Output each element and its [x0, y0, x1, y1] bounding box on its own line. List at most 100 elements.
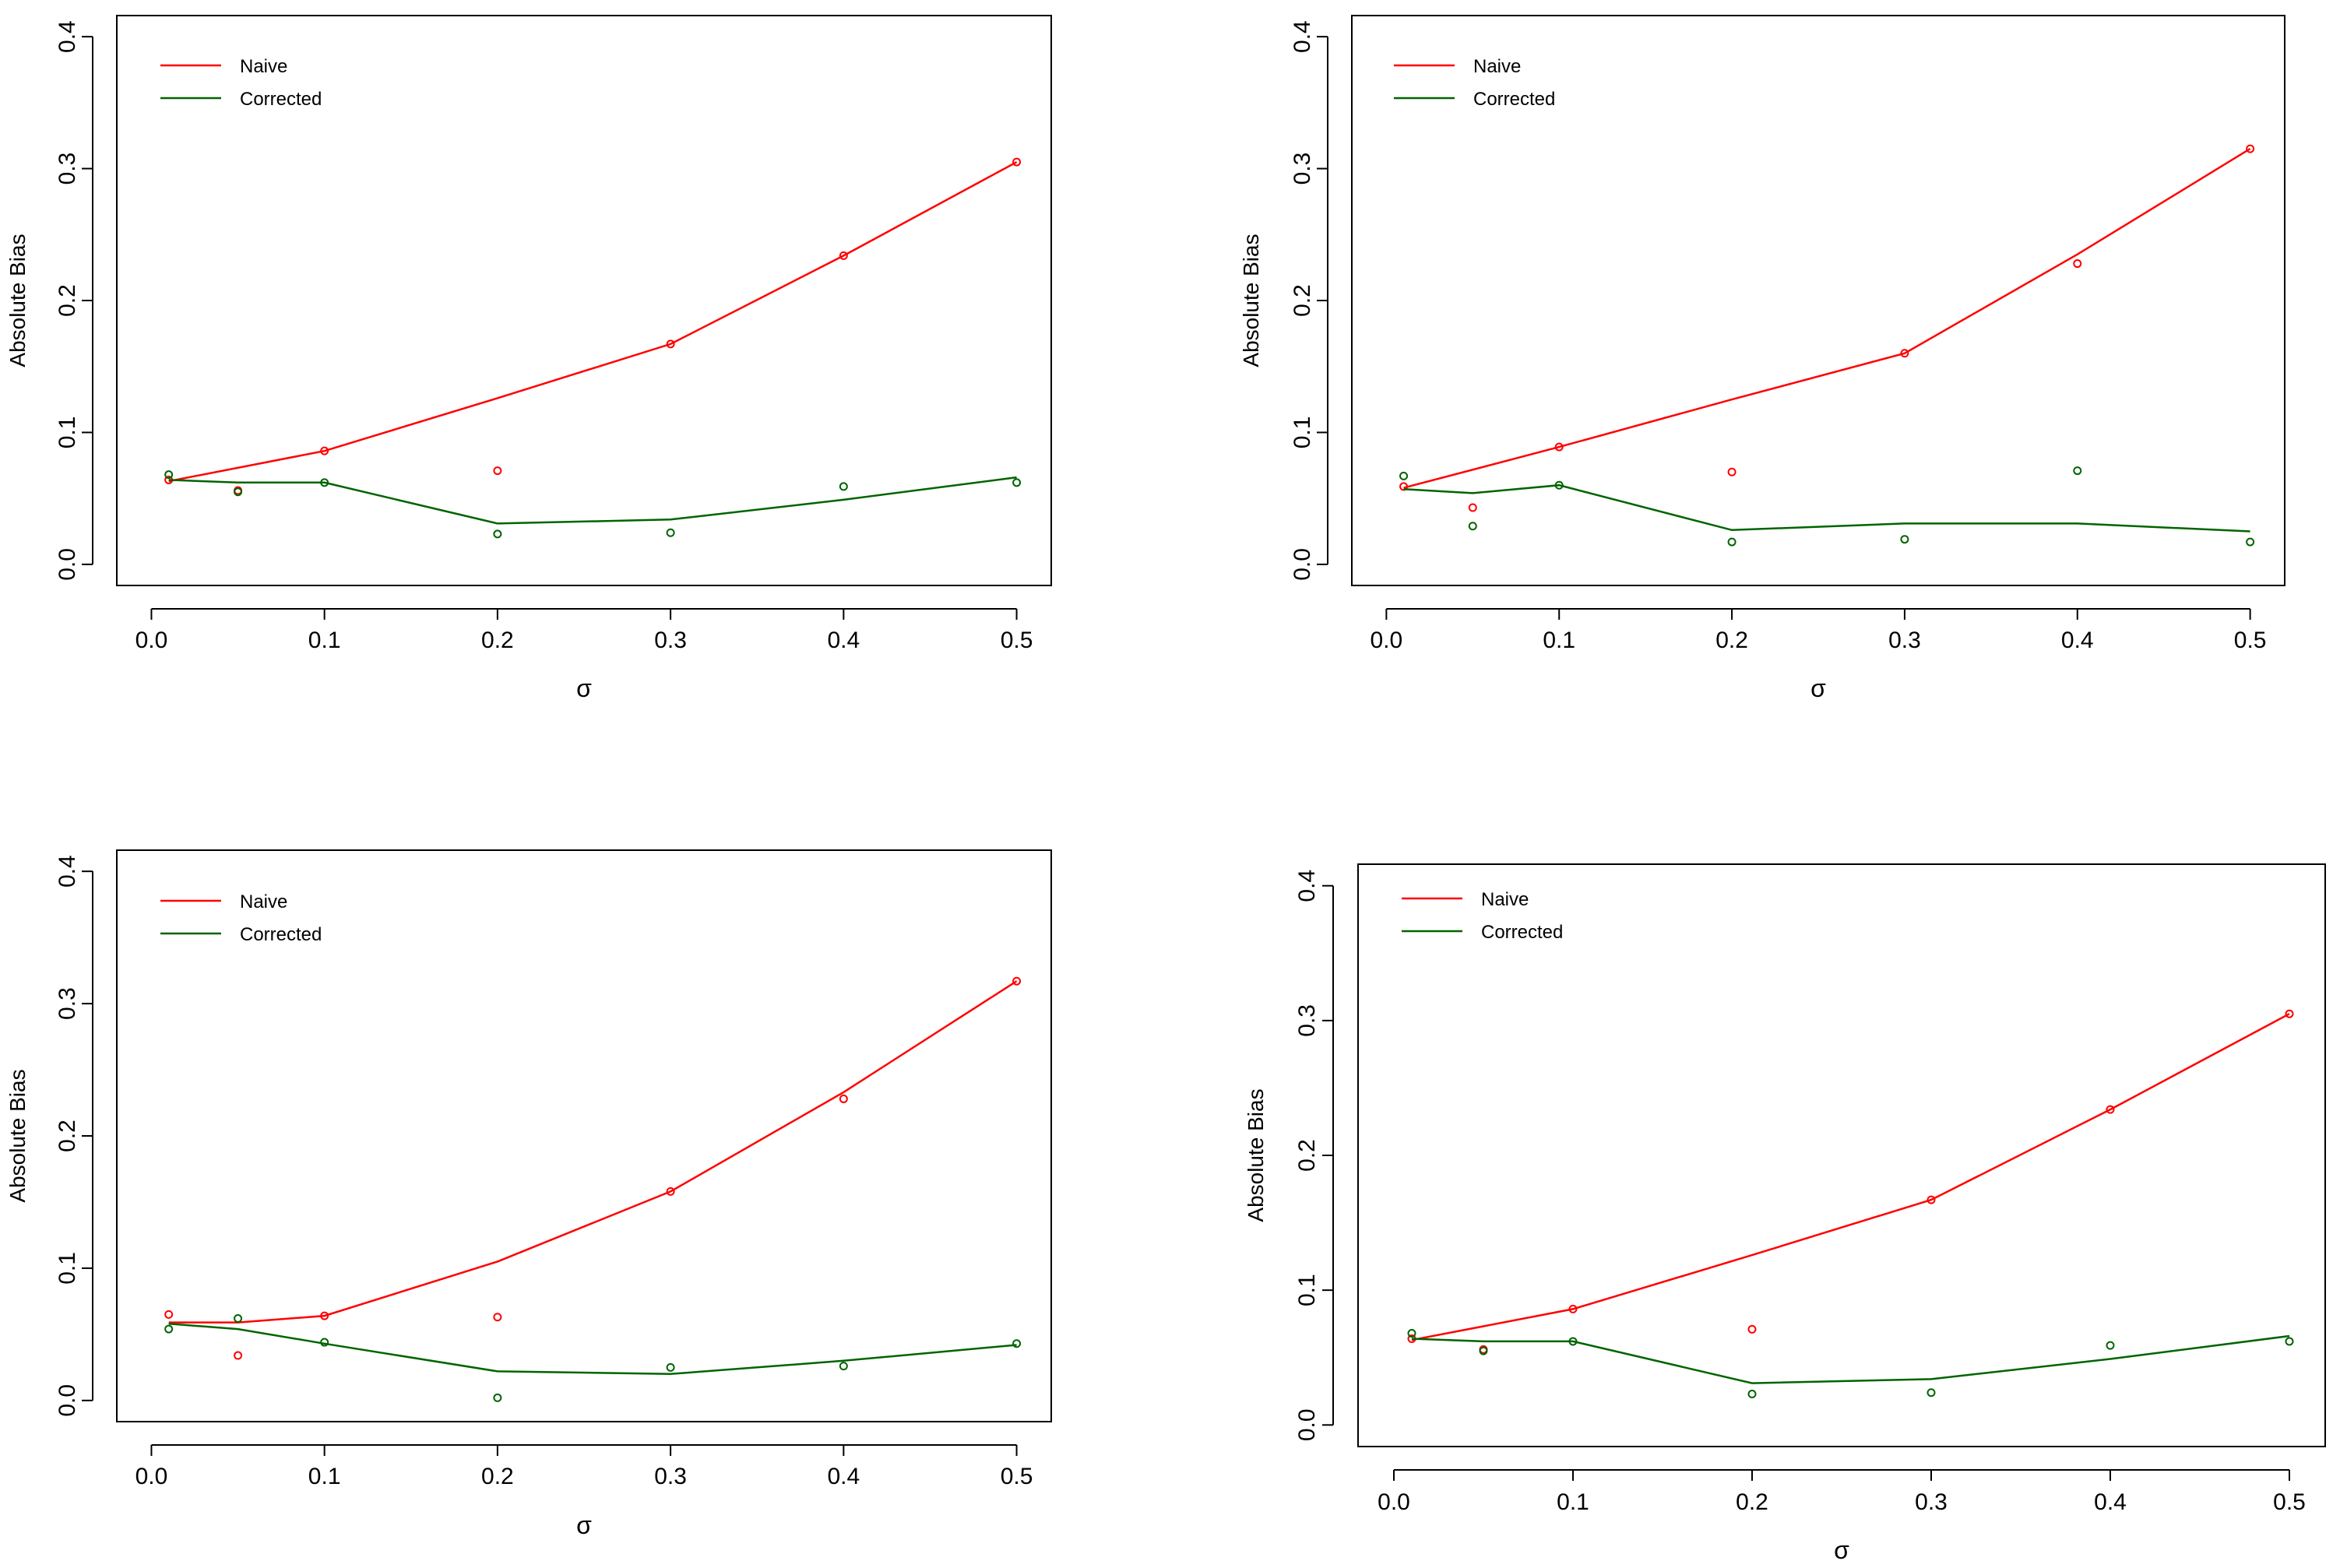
x-tick-label: 0.5: [2273, 1489, 2306, 1515]
x-tick-label: 0.3: [654, 628, 687, 653]
data-point-naive: [1747, 1324, 1757, 1334]
data-point-corrected: [839, 1362, 848, 1371]
y-tick-label: 0.2: [1290, 284, 1315, 317]
data-point-naive: [1554, 442, 1564, 452]
data-point-naive: [234, 1351, 243, 1360]
data-point-naive: [839, 251, 848, 260]
y-tick-label: 0.1: [1290, 417, 1315, 449]
legend-label-corrected: Corrected: [1473, 89, 1555, 110]
chart-panel-2: 0.0 0.1 0.2 0.3 0.4 0.5 σ 0.0 0.1 0.2 0.3 0.4 Absolu…: [1239, 15, 2285, 702]
data-point-naive: [320, 446, 329, 455]
y-tick-label: 0.2: [55, 284, 80, 317]
data-point-naive: [666, 339, 675, 349]
data-point-corrected: [1747, 1389, 1757, 1398]
data-point-corrected: [1012, 478, 1022, 487]
data-point-corrected: [320, 478, 329, 487]
data-point-naive: [2073, 259, 2082, 269]
series-line-naive: [1403, 148, 2251, 489]
y-tick-label: 0.4: [1290, 20, 1315, 53]
chart-panel-1: 0.0 0.1 0.2 0.3 0.4 0.5 σ 0.0 0.1 0.2 0.3 0.4 Absolu…: [5, 15, 1052, 702]
data-point-naive: [839, 1094, 848, 1103]
x-tick-label: 0.5: [2234, 628, 2267, 653]
series-line-corrected: [168, 476, 1017, 525]
x-tick-label: 0.0: [135, 628, 168, 653]
data-point-naive: [2106, 1105, 2115, 1114]
y-tick-label: 0.3: [55, 153, 80, 185]
plot-frame: [1357, 863, 2326, 1447]
legend-label-corrected: Corrected: [240, 89, 322, 110]
x-tick-label: 0.5: [1001, 1464, 1033, 1489]
y-tick-label: 0.3: [1294, 1004, 1320, 1037]
y-tick-label: 0.4: [55, 855, 80, 888]
data-point-naive: [2246, 144, 2255, 153]
data-point-corrected: [2285, 1337, 2294, 1346]
series-line-corrected: [1411, 1334, 2290, 1384]
x-tick-label: 0.2: [481, 628, 514, 653]
legend-label-naive: Naive: [240, 891, 287, 912]
x-tick-label: 0.4: [2061, 628, 2094, 653]
y-tick-label: 0.4: [1294, 870, 1320, 902]
data-point-corrected: [320, 1338, 329, 1347]
x-tick-label: 0.3: [1888, 628, 1921, 653]
data-point-corrected: [2246, 537, 2255, 547]
y-axis-label: Absolute Bias: [5, 234, 30, 367]
data-point-corrected: [839, 482, 848, 491]
y-axis-label: Absolute Bias: [1244, 1088, 1268, 1222]
chart-panel-3: 0.0 0.1 0.2 0.3 0.4 0.5 σ 0.0 0.1 0.2 0.3 0.4 Absolu…: [5, 849, 1052, 1539]
data-point-naive: [1568, 1304, 1578, 1313]
y-tick-label: 0.2: [55, 1120, 80, 1152]
y-tick-label: 0.1: [55, 1252, 80, 1285]
data-point-corrected: [164, 1324, 174, 1334]
data-point-naive: [493, 466, 502, 476]
data-point-naive: [1468, 503, 1477, 512]
data-point-corrected: [1468, 522, 1477, 531]
data-point-corrected: [493, 529, 502, 539]
plot-frame: [116, 849, 1052, 1422]
data-point-naive: [1012, 157, 1022, 167]
plot-frame: [1351, 15, 2285, 586]
x-tick-label: 0.2: [1736, 1489, 1768, 1515]
x-tick-label: 0.5: [1001, 628, 1033, 653]
series-line-corrected: [168, 1323, 1017, 1376]
data-point-corrected: [1554, 480, 1564, 490]
legend-label-corrected: Corrected: [1481, 922, 1563, 943]
data-point-naive: [1727, 467, 1736, 476]
legend-label-naive: Naive: [240, 56, 287, 77]
x-tick-label: 0.0: [1378, 1489, 1410, 1515]
x-tick-label: 0.2: [1715, 628, 1748, 653]
data-point-corrected: [1407, 1329, 1416, 1338]
y-tick-label: 0.3: [1290, 153, 1315, 185]
data-point-corrected: [1727, 537, 1736, 547]
x-tick-label: 0.0: [135, 1464, 168, 1489]
y-tick-label: 0.4: [55, 20, 80, 53]
data-point-corrected: [493, 1393, 502, 1402]
x-tick-label: 0.0: [1371, 628, 1403, 653]
data-point-corrected: [1568, 1337, 1578, 1346]
data-point-naive: [1012, 976, 1022, 986]
x-axis-label: σ: [576, 674, 592, 702]
y-tick-label: 0.2: [1294, 1139, 1320, 1172]
data-point-corrected: [2073, 466, 2082, 476]
data-point-naive: [2285, 1009, 2294, 1018]
x-tick-label: 0.4: [2094, 1489, 2127, 1515]
x-tick-label: 0.3: [1915, 1489, 1948, 1515]
x-axis-label: σ: [1810, 674, 1826, 702]
x-tick-label: 0.1: [1543, 628, 1575, 653]
y-tick-label: 0.0: [1290, 548, 1315, 581]
series-line-naive: [168, 161, 1018, 483]
data-point-corrected: [1012, 1339, 1022, 1348]
data-point-naive: [493, 1313, 502, 1322]
data-point-naive: [666, 1187, 675, 1196]
x-axis-label: σ: [576, 1511, 592, 1539]
data-point-corrected: [666, 1362, 675, 1372]
x-tick-label: 0.1: [308, 628, 341, 653]
y-tick-label: 0.1: [1294, 1274, 1320, 1306]
chart-panel-4: 0.0 0.1 0.2 0.3 0.4 0.5 σ 0.0 0.1 0.2 0.3 0.4 Absolu…: [1244, 863, 2326, 1564]
series-line-naive: [1411, 1013, 2290, 1341]
x-tick-label: 0.3: [654, 1464, 687, 1489]
data-point-corrected: [234, 487, 243, 497]
data-point-corrected: [1900, 535, 1909, 544]
legend-label-naive: Naive: [1481, 889, 1529, 910]
data-point-naive: [1927, 1195, 1936, 1204]
